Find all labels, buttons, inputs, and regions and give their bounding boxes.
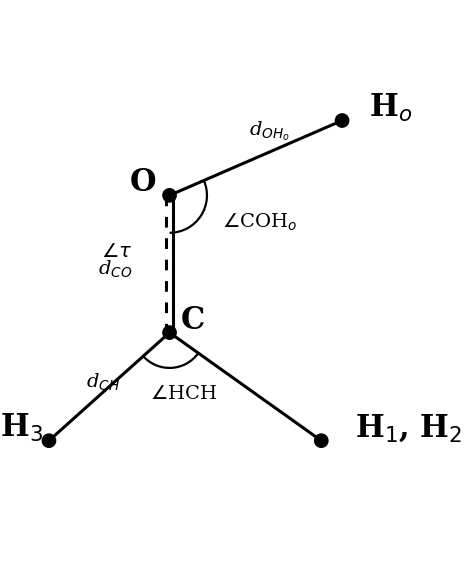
Circle shape bbox=[163, 189, 176, 202]
Text: H$_1$, H$_2$: H$_1$, H$_2$ bbox=[355, 413, 462, 444]
Text: d$_{CH}$: d$_{CH}$ bbox=[86, 372, 120, 393]
Text: C: C bbox=[180, 304, 204, 336]
Circle shape bbox=[336, 114, 349, 127]
Circle shape bbox=[42, 434, 55, 448]
Text: d$_{OH_o}$: d$_{OH_o}$ bbox=[249, 120, 290, 143]
Circle shape bbox=[163, 326, 176, 339]
Text: d$_{CO}$: d$_{CO}$ bbox=[98, 259, 132, 280]
Text: O: O bbox=[129, 168, 156, 198]
Text: $\angle\tau$: $\angle\tau$ bbox=[101, 243, 132, 261]
Circle shape bbox=[315, 434, 328, 448]
Text: H$_3$: H$_3$ bbox=[0, 412, 44, 444]
Text: $\angle$HCH: $\angle$HCH bbox=[150, 385, 218, 403]
Text: $\angle$COH$_o$: $\angle$COH$_o$ bbox=[221, 212, 297, 233]
Text: H$_o$: H$_o$ bbox=[369, 92, 412, 124]
